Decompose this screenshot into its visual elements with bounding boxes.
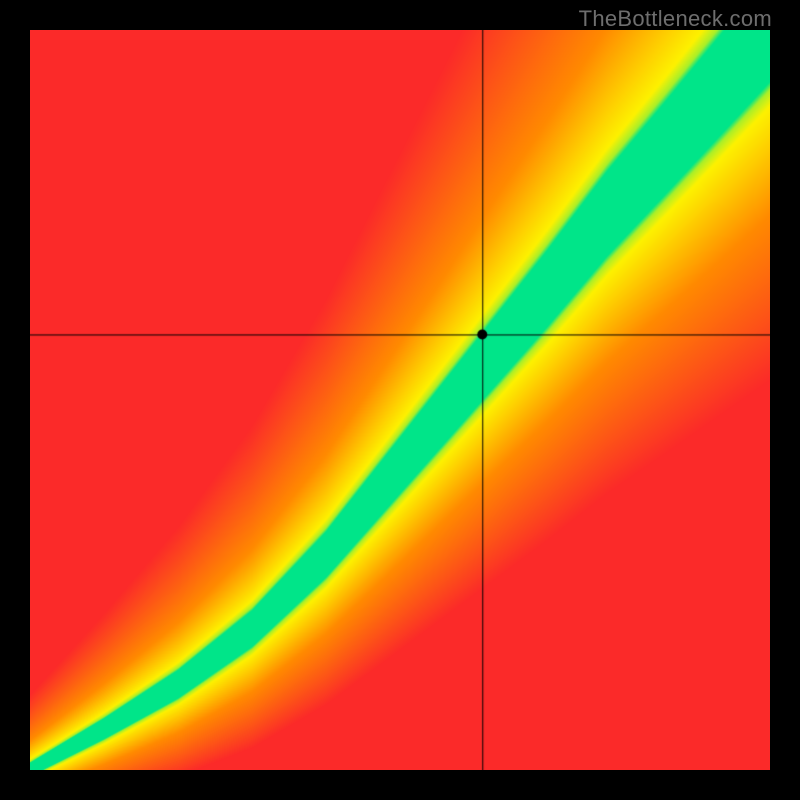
heatmap-canvas [30,30,770,770]
watermark-text: TheBottleneck.com [579,6,772,32]
bottleneck-heatmap [30,30,770,770]
